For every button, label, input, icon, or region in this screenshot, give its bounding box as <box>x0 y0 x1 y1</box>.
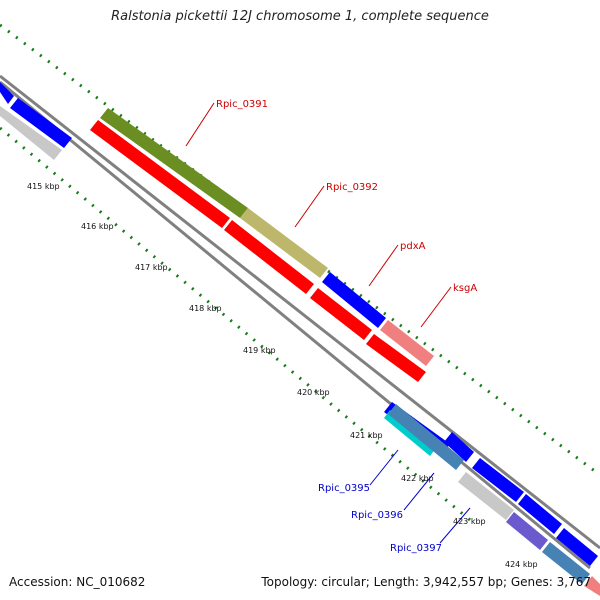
gene-rpic-0391[interactable] <box>100 108 248 218</box>
gene-rpic-0392[interactable] <box>240 208 328 278</box>
gene-blue-lr-4[interactable] <box>518 494 562 534</box>
label-pdxA: pdxA <box>400 241 426 252</box>
gene-blue-lr-2[interactable] <box>444 432 474 462</box>
kbp-label: 415 kbp <box>27 182 60 191</box>
label-leaders <box>185 102 471 544</box>
label-ksgA: ksgA <box>453 283 477 294</box>
gene-red-2[interactable] <box>224 220 314 294</box>
gene-grey-lr[interactable] <box>458 472 514 520</box>
genome-stats-text: Topology: circular; Length: 3,942,557 bp… <box>261 575 591 589</box>
kbp-label: 418 kbp <box>189 304 222 313</box>
gene-topleft-blue-1[interactable] <box>0 82 14 104</box>
gene-pink-lr[interactable] <box>584 576 600 596</box>
gene-ksgA[interactable] <box>380 320 434 366</box>
map-title: Ralstonia pickettii 12J chromosome 1, co… <box>111 9 489 24</box>
gene-steel-lr[interactable] <box>542 542 590 584</box>
gene-topleft-grey[interactable] <box>0 106 62 160</box>
kbp-label: 421 kbp <box>350 431 383 440</box>
kbp-scale-labels: 415 kbp 416 kbp 417 kbp 418 kbp 419 kbp … <box>27 182 538 569</box>
kbp-label: 420 kbp <box>297 388 330 397</box>
chromosome-backbone <box>0 74 600 570</box>
label-rpic-0395: Rpic_0395 <box>318 483 370 494</box>
upper-gene-labels: Rpic_0391 Rpic_0392 pdxA ksgA <box>216 99 477 294</box>
accession-text: Accession: NC_010682 <box>9 575 146 589</box>
kbp-label: 424 kbp <box>505 560 538 569</box>
gene-pdxA[interactable] <box>322 272 386 328</box>
inner-tick-ring <box>0 126 471 522</box>
gene-blue-lr-3[interactable] <box>472 458 524 502</box>
gene-red-4[interactable] <box>366 334 426 382</box>
gene-topleft-blue-2[interactable] <box>10 98 72 148</box>
label-rpic-0397: Rpic_0397 <box>390 543 442 554</box>
kbp-label: 416 kbp <box>81 222 114 231</box>
kbp-label: 419 kbp <box>243 346 276 355</box>
gene-rpic-0397[interactable] <box>506 512 548 550</box>
label-rpic-0391: Rpic_0391 <box>216 99 268 110</box>
gene-rpic-0395[interactable] <box>384 410 436 456</box>
label-rpic-0392: Rpic_0392 <box>326 182 378 193</box>
kbp-label: 417 kbp <box>135 263 168 272</box>
lower-gene-labels: Rpic_0395 Rpic_0396 Rpic_0397 <box>318 483 442 554</box>
gene-red-3[interactable] <box>310 288 372 340</box>
kbp-label: 423 kbp <box>453 517 486 526</box>
gene-red-1[interactable] <box>90 120 230 228</box>
kbp-label: 422 kbp <box>401 474 434 483</box>
gene-blue-lr-5[interactable] <box>556 528 598 566</box>
gene-rpic-0396[interactable] <box>388 404 464 470</box>
label-rpic-0396: Rpic_0396 <box>351 510 403 521</box>
